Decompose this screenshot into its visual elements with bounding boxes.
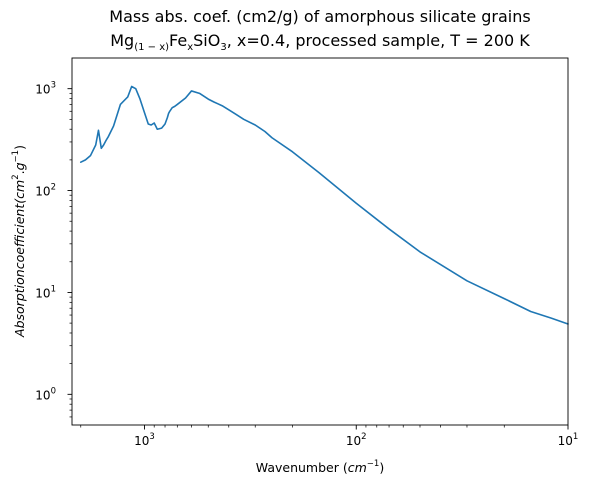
chart-title-line1: Mass abs. coef. (cm2/g) of amorphous sil… <box>109 7 530 26</box>
x-tick-label: 103 <box>134 432 155 448</box>
x-tick-label: 101 <box>558 432 579 448</box>
chart-title-line2: Mg(1 − x)FexSiO3, x=0.4, processed sampl… <box>110 31 530 53</box>
x-ticks: 103 102 101 <box>80 425 579 448</box>
series-line <box>79 85 569 325</box>
y-tick-label: 103 <box>35 81 56 97</box>
x-axis-label: Wavenumber (cm−1) <box>256 459 384 475</box>
y-tick-label: 100 <box>35 386 56 402</box>
y-tick-label: 102 <box>35 183 56 199</box>
x-tick-label: 102 <box>346 432 367 448</box>
y-ticks: 100 101 102 103 <box>35 81 72 418</box>
plot-frame <box>71 57 569 426</box>
y-axis-label: Absorptioncoefficient(cm2.g−1) <box>11 145 27 338</box>
y-tick-label: 101 <box>35 284 56 300</box>
